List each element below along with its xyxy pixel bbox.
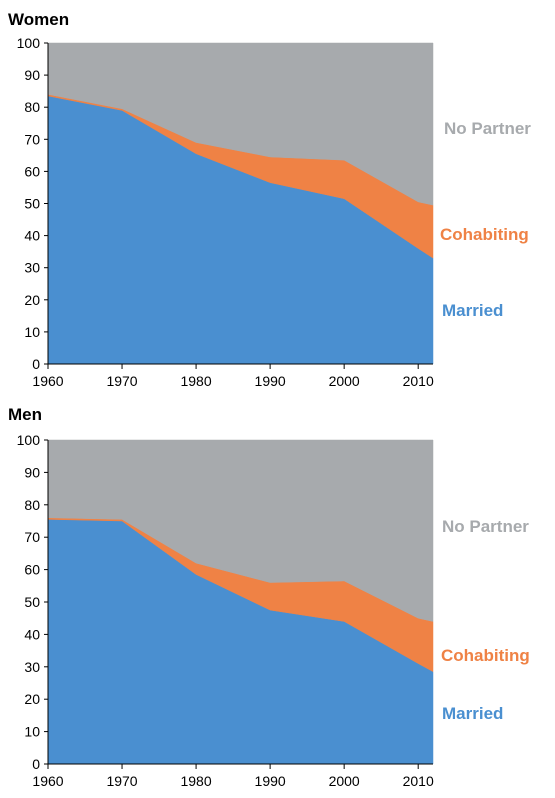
x-tick-label: 1970 bbox=[106, 773, 137, 789]
y-tick-label: 70 bbox=[24, 529, 40, 545]
y-tick-label: 90 bbox=[24, 464, 40, 480]
x-tick-label: 1990 bbox=[255, 773, 286, 789]
series-label-married: Married bbox=[442, 301, 503, 320]
x-tick-label: 2000 bbox=[329, 773, 360, 789]
y-tick-label: 20 bbox=[24, 292, 40, 308]
y-tick-label: 60 bbox=[24, 163, 40, 179]
area-no-partner bbox=[47, 42, 434, 206]
series-label-no-partner: No Partner bbox=[442, 517, 529, 536]
y-tick-label: 100 bbox=[17, 35, 41, 51]
y-tick-label: 10 bbox=[24, 724, 40, 740]
series-label-married: Married bbox=[442, 704, 503, 723]
y-tick-label: 50 bbox=[24, 196, 40, 212]
area-no-partner bbox=[47, 439, 434, 622]
x-tick-label: 1970 bbox=[106, 373, 137, 389]
x-tick-label: 1960 bbox=[32, 773, 63, 789]
chart-panel-1: Women 0 10 20 30 40 50 60 70 80 90 100 1960 1970 1980 1… bbox=[8, 10, 531, 389]
series-label-no-partner: No Partner bbox=[444, 119, 531, 138]
x-tick-label: 2010 bbox=[403, 373, 434, 389]
y-tick-label: 0 bbox=[32, 756, 40, 772]
x-tick-label: 2010 bbox=[403, 773, 434, 789]
y-tick-label: 20 bbox=[24, 691, 40, 707]
chart-panel-2: Men 0 10 20 30 40 50 60 70 80 90 100 1960 1970 1980 199… bbox=[8, 405, 530, 789]
y-tick-label: 100 bbox=[17, 432, 41, 448]
series-label-cohabiting: Cohabiting bbox=[440, 225, 529, 244]
chart-title: Men bbox=[8, 405, 42, 424]
y-tick-label: 10 bbox=[24, 324, 40, 340]
y-tick-label: 40 bbox=[24, 626, 40, 642]
y-tick-label: 0 bbox=[32, 356, 40, 372]
x-tick-label: 1990 bbox=[255, 373, 286, 389]
x-tick-label: 2000 bbox=[329, 373, 360, 389]
y-tick-label: 50 bbox=[24, 594, 40, 610]
y-tick-label: 70 bbox=[24, 131, 40, 147]
y-tick-label: 30 bbox=[24, 260, 40, 276]
y-tick-label: 90 bbox=[24, 67, 40, 83]
chart-title: Women bbox=[8, 10, 69, 29]
y-tick-label: 40 bbox=[24, 228, 40, 244]
series-label-cohabiting: Cohabiting bbox=[441, 646, 530, 665]
y-tick-label: 60 bbox=[24, 562, 40, 578]
x-tick-label: 1980 bbox=[180, 373, 211, 389]
x-tick-label: 1980 bbox=[180, 773, 211, 789]
y-tick-label: 80 bbox=[24, 497, 40, 513]
x-tick-label: 1960 bbox=[32, 373, 63, 389]
y-tick-label: 30 bbox=[24, 659, 40, 675]
y-tick-label: 80 bbox=[24, 99, 40, 115]
